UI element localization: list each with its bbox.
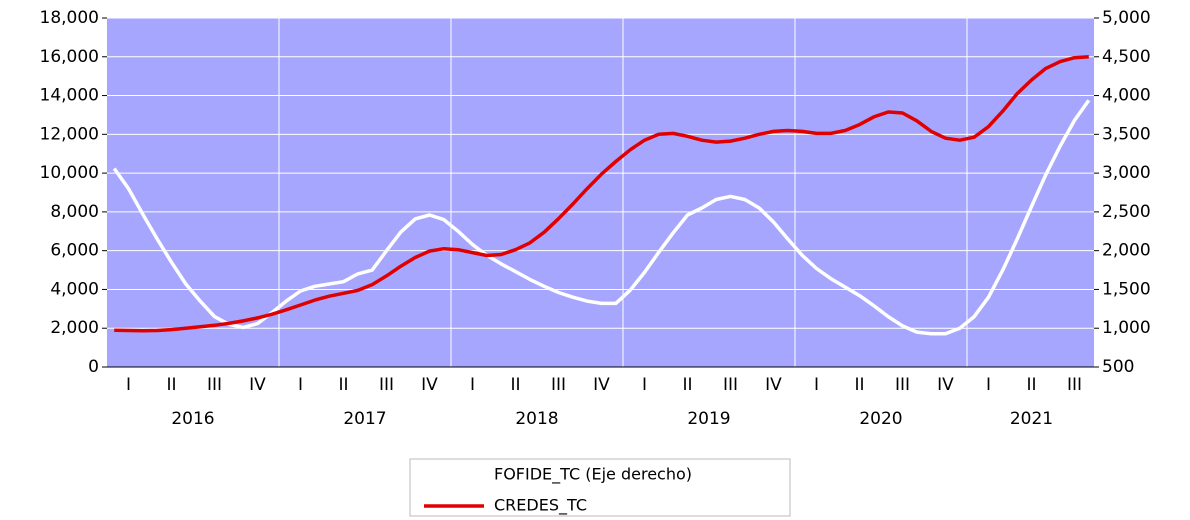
x-tick-label: III: [379, 375, 394, 395]
year-label: 2019: [687, 409, 730, 429]
x-tick-label: IV: [421, 375, 438, 395]
x-tick-label: II: [510, 375, 520, 395]
x-tick-label: III: [207, 375, 222, 395]
y-tick-label: 8,000: [50, 202, 99, 222]
y2-tick-label: 5,000: [1102, 8, 1151, 28]
year-label: 2021: [1010, 409, 1053, 429]
x-tick-label: IV: [593, 375, 610, 395]
y2-tick-label: 4,500: [1102, 47, 1151, 67]
x-tick-label: I: [470, 375, 475, 395]
y-tick-label: 16,000: [40, 47, 99, 67]
year-label: 2017: [343, 409, 386, 429]
x-tick-label: I: [642, 375, 647, 395]
x-tick-label: I: [986, 375, 991, 395]
y-tick-label: 4,000: [50, 279, 99, 299]
y2-tick-label: 3,000: [1102, 163, 1151, 183]
x-tick-label: I: [814, 375, 819, 395]
y2-tick-label: 1,000: [1102, 318, 1151, 338]
legend-label: FOFIDE_TC (Eje derecho): [494, 465, 692, 485]
x-tick-label: III: [895, 375, 910, 395]
x-tick-label: IV: [765, 375, 782, 395]
x-tick-label: IV: [249, 375, 266, 395]
plot-area: [107, 18, 1094, 367]
x-tick-label: II: [854, 375, 864, 395]
x-tick-label: II: [682, 375, 692, 395]
y2-tick-label: 4,000: [1102, 86, 1151, 106]
x-tick-label: I: [126, 375, 131, 395]
year-label: 2018: [515, 409, 558, 429]
y2-tick-label: 2,500: [1102, 202, 1151, 222]
y2-tick-label: 1,500: [1102, 279, 1151, 299]
x-tick-label: I: [298, 375, 303, 395]
x-tick-label: III: [551, 375, 566, 395]
series-line: [112, 99, 1091, 336]
y-tick-label: 10,000: [40, 163, 99, 183]
x-tick-label: II: [166, 375, 176, 395]
year-label: 2016: [171, 409, 214, 429]
y2-tick-label: 3,500: [1102, 124, 1151, 144]
x-tick-label: II: [1026, 375, 1036, 395]
y2-tick-label: 500: [1102, 357, 1134, 377]
y-tick-label: 6,000: [50, 241, 99, 261]
y-tick-label: 2,000: [50, 318, 99, 338]
y-tick-label: 0: [88, 357, 99, 377]
x-tick-label: III: [723, 375, 738, 395]
x-tick-label: III: [1067, 375, 1082, 395]
y2-tick-label: 2,000: [1102, 241, 1151, 261]
year-label: 2020: [859, 409, 902, 429]
y-tick-label: 18,000: [40, 8, 99, 28]
series-line: [114, 55, 1089, 333]
y-tick-label: 14,000: [40, 86, 99, 106]
x-tick-label: IV: [937, 375, 954, 395]
x-tick-label: II: [338, 375, 348, 395]
y-tick-label: 12,000: [40, 124, 99, 144]
legend-label: CREDES_TC: [494, 496, 587, 516]
